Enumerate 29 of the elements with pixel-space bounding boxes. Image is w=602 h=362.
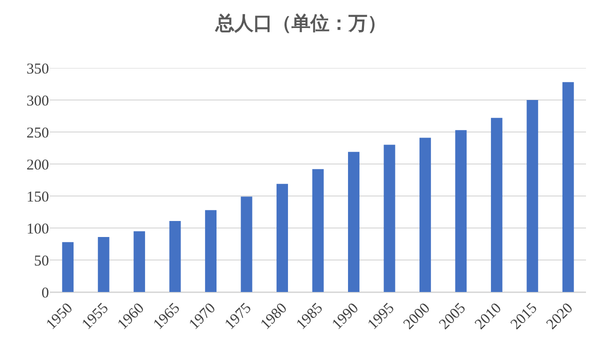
bar — [240, 196, 252, 292]
x-tick-label: 1950 — [43, 300, 76, 333]
bar — [312, 169, 324, 292]
x-tick-label: 1980 — [258, 300, 290, 333]
bar — [98, 236, 110, 292]
x-tick-label: 1960 — [114, 300, 148, 333]
bar — [455, 130, 467, 292]
bar — [169, 220, 181, 292]
bar — [419, 138, 431, 292]
y-tick-label: 50 — [34, 253, 49, 270]
x-tick-label: 1990 — [329, 300, 362, 333]
bar — [384, 144, 396, 292]
bar — [205, 210, 217, 292]
bar — [134, 231, 146, 292]
chart-title: 总人口（单位：万） — [214, 12, 386, 35]
bar — [62, 242, 74, 292]
bar — [562, 82, 574, 292]
y-tick-label: 0 — [42, 285, 49, 302]
x-tick-label: 1970 — [186, 300, 219, 333]
y-tick-label: 300 — [26, 93, 49, 110]
bar — [348, 152, 360, 292]
y-tick-label: 200 — [26, 157, 49, 174]
bar — [526, 100, 538, 292]
y-tick-label: 100 — [26, 221, 49, 238]
bar — [490, 118, 502, 292]
y-tick-label: 350 — [26, 61, 49, 78]
y-tick-label: 150 — [26, 189, 49, 206]
y-tick-label: 250 — [26, 125, 49, 142]
bar — [276, 184, 288, 292]
